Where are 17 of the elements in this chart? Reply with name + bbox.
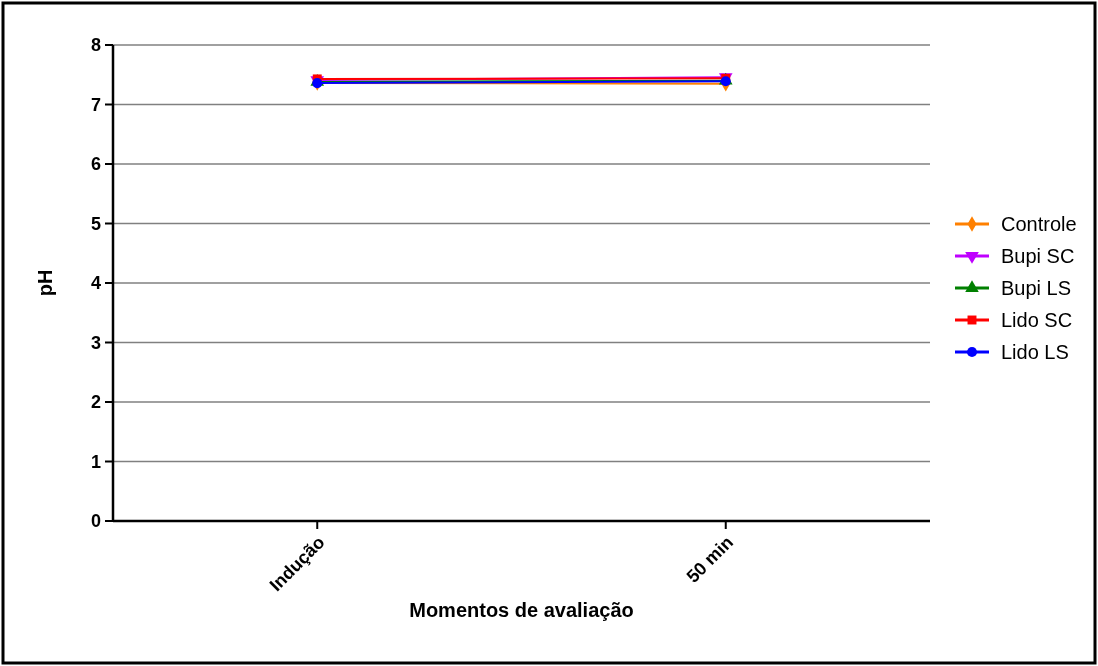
legend-label: Lido SC <box>1001 309 1073 331</box>
y-tick-label: 0 <box>90 511 101 532</box>
y-axis-title: pH <box>34 269 56 297</box>
x-tick-label: 50 min <box>682 532 738 587</box>
legend-label: Bupi LS <box>1001 277 1072 299</box>
y-tick-label: 4 <box>90 273 101 294</box>
legend-label: Controle <box>1001 213 1077 235</box>
y-tick-label: 2 <box>90 392 101 413</box>
y-tick-label: 8 <box>90 35 101 56</box>
y-tick-label: 7 <box>90 94 101 115</box>
y-tick-label: 1 <box>90 451 101 472</box>
x-axis-title: Momentos de avaliação <box>409 599 634 621</box>
y-tick-label: 5 <box>90 213 101 234</box>
y-tick-label: 6 <box>90 154 101 175</box>
legend-label: Bupi SC <box>1001 245 1075 267</box>
y-tick-label: 3 <box>90 332 101 353</box>
legend-label: Lido LS <box>1001 341 1069 363</box>
